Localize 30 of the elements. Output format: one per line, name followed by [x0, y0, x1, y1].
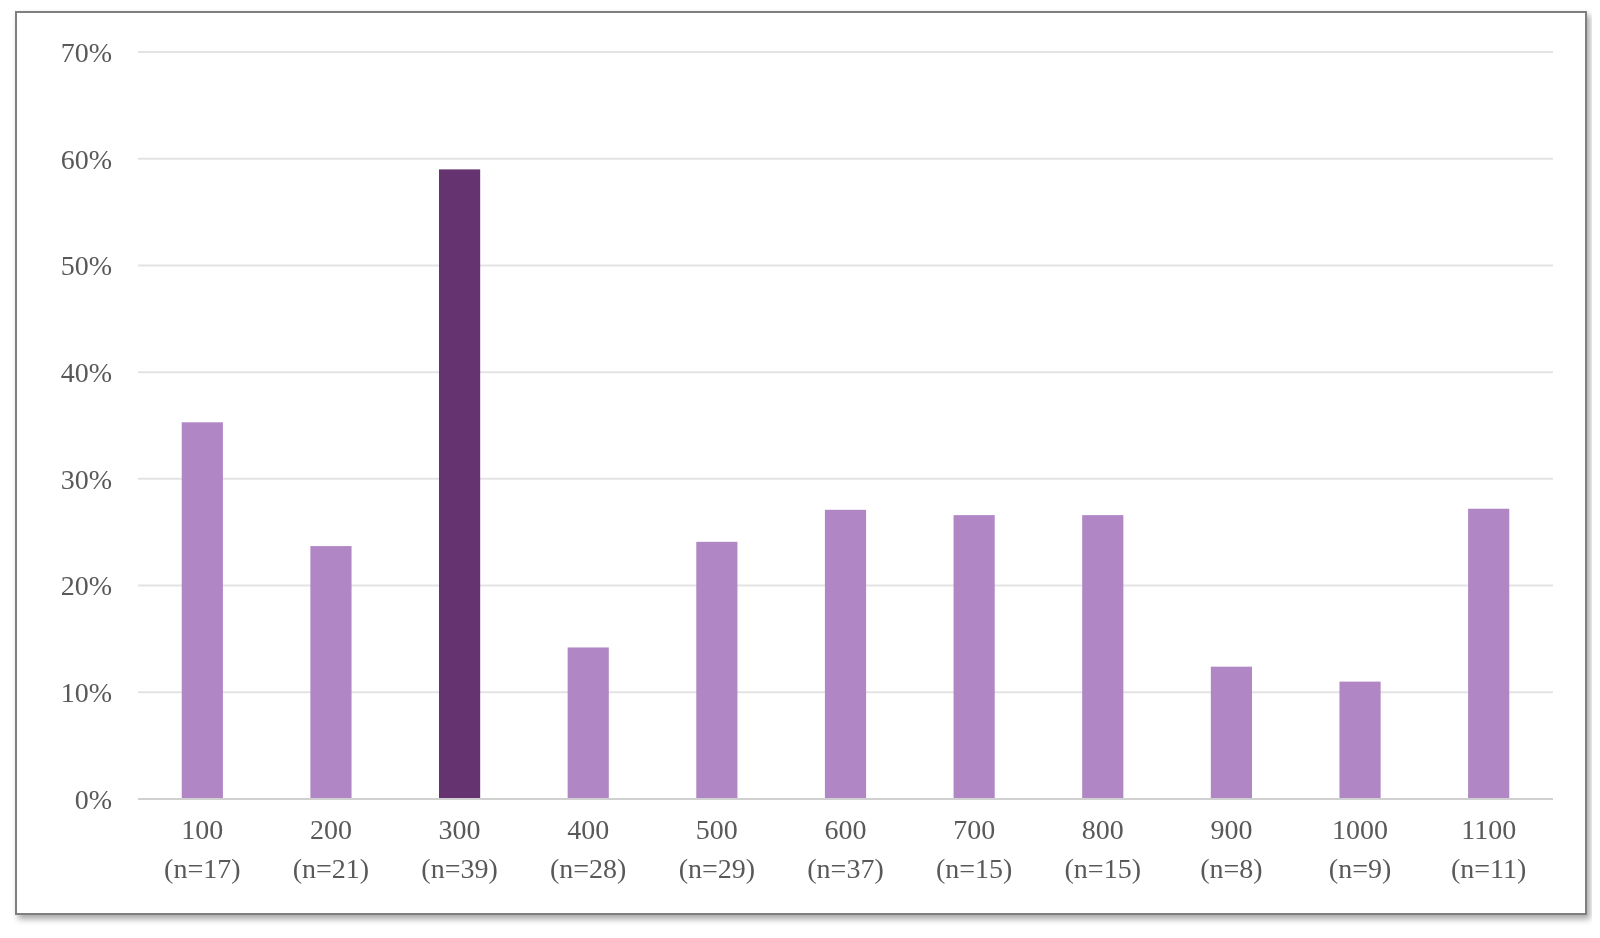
x-tick-label: 700 (n=15)	[935, 814, 1013, 884]
x-tick-label: 100 (n=17)	[164, 814, 241, 884]
x-tick-label: 400 (n=28)	[550, 814, 627, 884]
bar	[1210, 666, 1252, 799]
bar	[1468, 508, 1510, 799]
y-tick-label: 60%	[60, 143, 112, 175]
bar	[824, 509, 867, 799]
y-tick-label: 0%	[74, 783, 112, 815]
bar	[953, 515, 995, 799]
x-tick-label: 300 (n=39)	[421, 814, 498, 884]
x-tick-label: 800 (n=15)	[1064, 814, 1141, 884]
bar	[567, 647, 609, 799]
x-tick-label: 1100 (n=11)	[1450, 814, 1527, 884]
bar	[1082, 515, 1124, 799]
bar	[1339, 681, 1381, 799]
y-tick-label: 10%	[60, 677, 112, 709]
bar	[181, 422, 223, 799]
x-tick-label: 1000 (n=9)	[1328, 814, 1392, 884]
x-tick-label: 900 (n=8)	[1200, 814, 1263, 884]
y-tick-label: 20%	[60, 570, 112, 602]
x-tick-label: 200 (n=21)	[292, 814, 370, 884]
bar	[696, 541, 738, 799]
bar	[439, 169, 481, 799]
x-tick-label: 500 (n=29)	[678, 814, 756, 884]
x-tick-label: 600 (n=37)	[807, 814, 884, 884]
y-tick-label: 40%	[60, 356, 112, 388]
bar	[310, 546, 352, 799]
y-tick-label: 70%	[60, 36, 112, 68]
y-tick-label: 30%	[60, 463, 112, 495]
y-tick-label: 50%	[60, 250, 112, 282]
